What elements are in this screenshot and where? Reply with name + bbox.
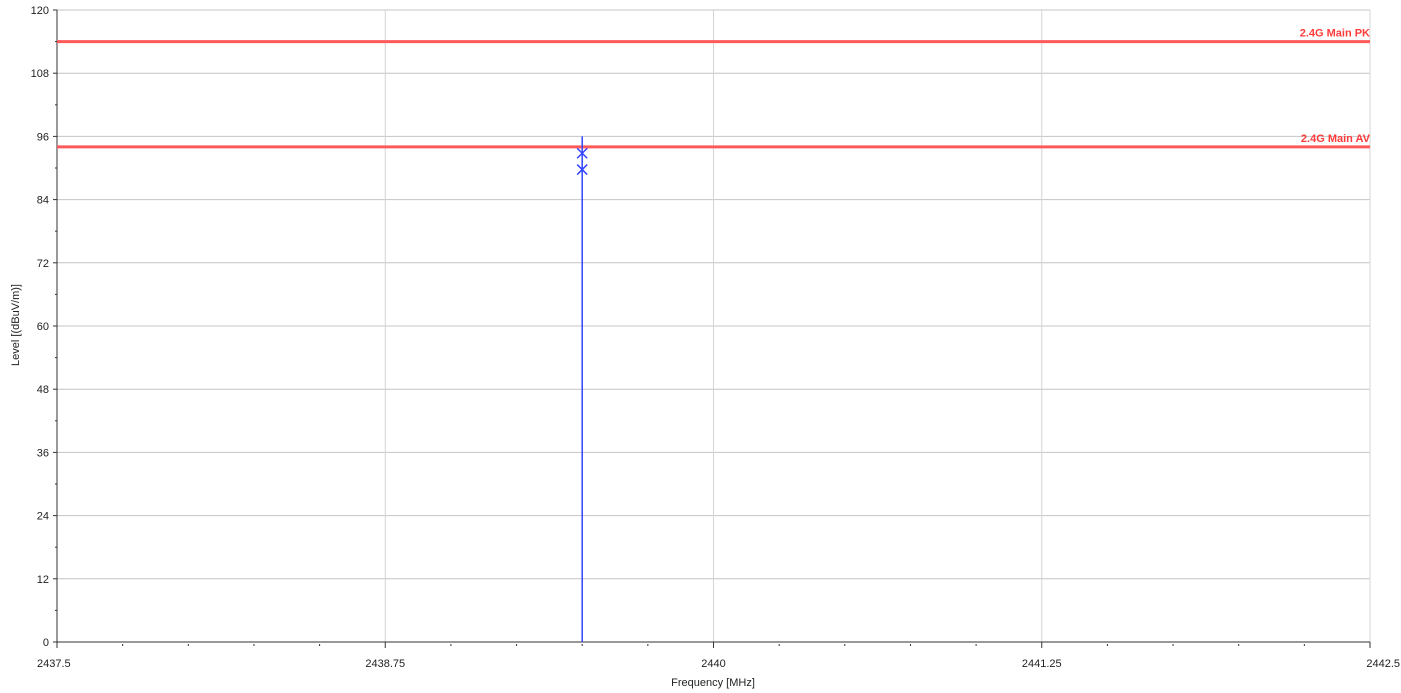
marker-stroke <box>576 147 588 159</box>
y-tick-label: 120 <box>31 5 49 17</box>
y-tick-label: 72 <box>37 258 49 270</box>
peak-marker <box>576 147 588 159</box>
limit-lines: 2.4G Main PK 2.4G Main AV <box>57 28 1371 149</box>
grid <box>57 9 1371 642</box>
peak-marker <box>576 164 588 176</box>
y-tick-label: 108 <box>31 68 49 80</box>
y-tick-label: 48 <box>37 384 49 396</box>
peak-markers <box>576 147 588 176</box>
x-tick-label: 2440 <box>701 658 725 670</box>
y-tick-label: 0 <box>43 637 49 649</box>
x-tick-label: 2442.5 <box>1366 658 1400 670</box>
limit-line-label: 2.4G Main AV <box>1301 133 1371 145</box>
x-tick-label: 2437.5 <box>37 658 71 670</box>
marker-stroke <box>576 164 588 176</box>
x-tick-label: 2441.25 <box>1022 658 1062 670</box>
axes <box>53 9 1371 648</box>
x-tick-label: 2438.75 <box>365 658 405 670</box>
tick-labels: 0 12 24 36 48 60 72 84 96 108 120 2437.5 2438.75 2440… <box>31 5 1400 670</box>
y-axis-title: Level [(dBuV/m)] <box>10 284 22 366</box>
x-axis-title: Frequency [MHz] <box>671 677 755 689</box>
y-tick-label: 60 <box>37 321 49 333</box>
limit-line-label: 2.4G Main PK <box>1300 28 1370 40</box>
y-tick-label: 12 <box>37 574 49 586</box>
y-tick-label: 84 <box>37 195 49 207</box>
y-tick-label: 24 <box>37 511 49 523</box>
y-tick-label: 36 <box>37 447 49 459</box>
y-tick-label: 96 <box>37 131 49 143</box>
